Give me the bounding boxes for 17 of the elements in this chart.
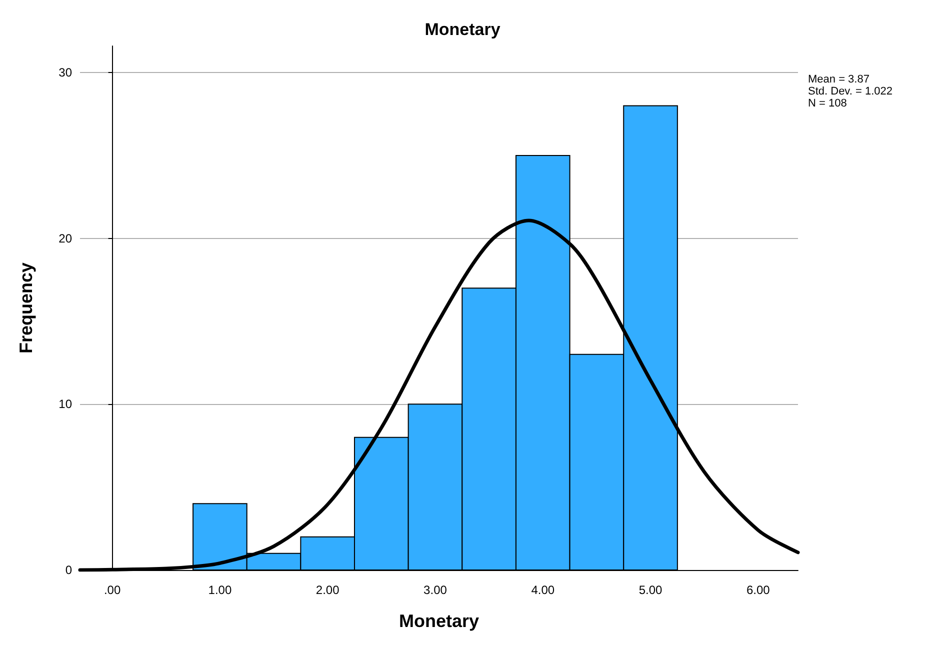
y-axis-title: Frequency (16, 262, 36, 354)
x-axis-title: Monetary (398, 611, 480, 631)
y-tick-label: 30 (58, 66, 72, 80)
text: N = 108 (808, 98, 847, 110)
y-tick-label: 20 (58, 231, 72, 246)
x-tick-label: .00 (104, 583, 121, 597)
x-tick-label: 6.00 (746, 583, 770, 597)
x-tick-label: 1.00 (208, 583, 232, 597)
x-tick-label: 2.00 (316, 583, 340, 597)
y-tick-label: 10 (58, 397, 72, 412)
y-tick-label: 0 (65, 563, 72, 577)
text: Std. Dev. = 1.022 (808, 86, 892, 98)
chart-title: Monetary (424, 20, 501, 39)
text: Mean = 3.87 (808, 74, 870, 86)
x-tick-label: 3.00 (424, 583, 448, 597)
x-tick-label: 4.00 (531, 583, 555, 597)
x-tick-label: 5.00 (638, 583, 663, 597)
